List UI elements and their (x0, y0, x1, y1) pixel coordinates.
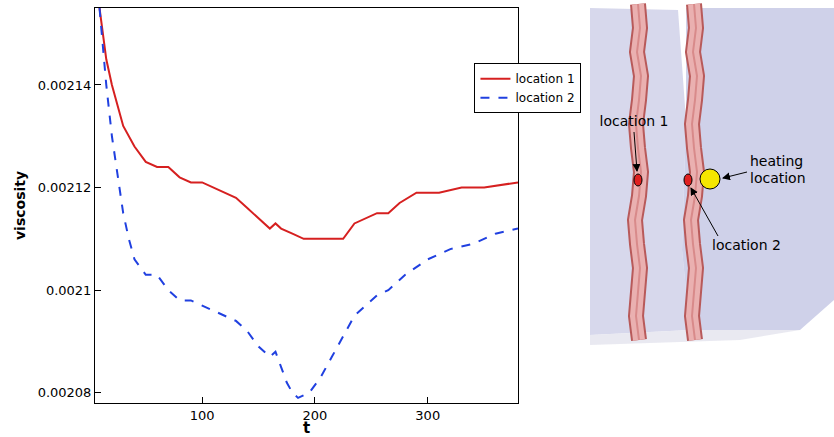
svg-text:0.00208: 0.00208 (38, 385, 92, 400)
svg-text:200: 200 (303, 408, 328, 423)
svg-text:300: 300 (415, 408, 440, 423)
svg-text:100: 100 (190, 408, 215, 423)
svg-text:heatinglocation: heatinglocation (750, 153, 806, 186)
svg-text:location 1: location 1 (600, 113, 669, 129)
svg-text:location 2: location 2 (515, 91, 574, 105)
svg-text:t: t (303, 419, 310, 437)
svg-text:viscosity: viscosity (12, 171, 28, 240)
svg-text:location 1: location 1 (515, 72, 574, 86)
svg-text:0.00214: 0.00214 (38, 78, 92, 93)
svg-text:0.0021: 0.0021 (46, 283, 92, 298)
svg-text:location 2: location 2 (712, 237, 781, 253)
svg-text:0.00212: 0.00212 (38, 180, 92, 195)
